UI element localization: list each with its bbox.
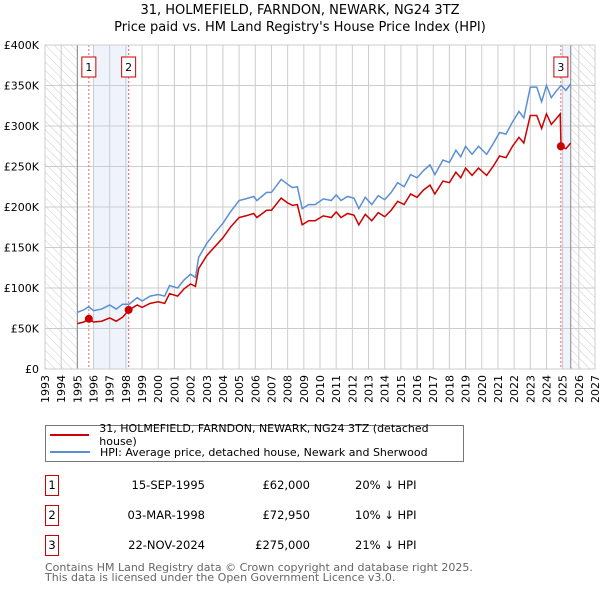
- x-tick-label: 1998: [120, 375, 133, 403]
- sale-marker-badge: 3: [45, 535, 59, 556]
- legend-label-hpi: HPI: Average price, detached house, Newa…: [100, 445, 428, 459]
- x-tick-label: 2009: [298, 375, 311, 403]
- y-tick-label: £50K: [11, 323, 40, 336]
- sale-date: 15-SEP-1995: [131, 478, 205, 492]
- sale-point: [556, 142, 565, 151]
- plot-area: 1993 1994 1995 1996 1997 1998 1999 2000 2001 2002…: [4, 39, 600, 403]
- sale-marker-badge: 2: [45, 505, 59, 526]
- x-tick-label: 2019: [460, 375, 473, 403]
- x-tick-label: 1997: [104, 375, 117, 403]
- plot-border: [44, 44, 596, 370]
- x-tick-label: 1996: [88, 375, 101, 403]
- x-tick-label: 1995: [71, 375, 84, 403]
- x-tick-label: 2012: [346, 375, 359, 403]
- x-tick-label: 2006: [249, 375, 262, 403]
- x-tick-label: 2026: [573, 375, 586, 403]
- legend: 31, HOLMEFIELD, FARNDON, NEWARK, NG24 3T…: [45, 422, 464, 462]
- sale-label: 2: [125, 61, 132, 74]
- sale-label-box: [553, 56, 569, 78]
- y-tick-label: £350K: [4, 80, 40, 93]
- y-tick-label: £150K: [4, 242, 40, 255]
- sale-date: 03-MAR-1998: [127, 508, 205, 522]
- chart-subtitle: Price paid vs. HM Land Registry's House …: [114, 20, 486, 35]
- sale-point: [124, 305, 133, 314]
- y-tick-label: £400K: [4, 39, 40, 52]
- sale-label-box: [121, 56, 137, 78]
- x-tick-label: 2014: [379, 375, 392, 403]
- y-tick-label: £100K: [4, 282, 40, 295]
- x-tick-label: 2015: [395, 375, 408, 403]
- sale-label: 3: [557, 61, 564, 74]
- sale-price: £62,000: [262, 478, 310, 492]
- x-tick-label: 2021: [492, 375, 505, 403]
- y-tick-label: £0: [25, 363, 39, 376]
- sale-point: [84, 314, 93, 323]
- sale-hpi-diff: 10% ↓ HPI: [355, 508, 417, 522]
- x-tick-label: 2003: [201, 375, 214, 403]
- sale-label: 1: [85, 61, 92, 74]
- x-tick-label: 2027: [589, 375, 600, 403]
- legend-swatch-property: [50, 434, 90, 436]
- x-tick-label: 2020: [476, 375, 489, 403]
- legend-label-property: 31, HOLMEFIELD, FARNDON, NEWARK, NG24 3T…: [99, 422, 429, 448]
- x-tick-label: 1999: [136, 375, 149, 403]
- sale-price: £72,950: [262, 508, 310, 522]
- y-tick-label: £200K: [4, 201, 40, 214]
- x-tick-label: 2011: [330, 375, 343, 403]
- hpi-line: [77, 83, 572, 314]
- x-tick-label: 2005: [233, 375, 246, 403]
- footer-licence: This data is licensed under the Open Gov…: [45, 571, 396, 584]
- x-tick-label: 2018: [443, 375, 456, 403]
- footer-copyright: Contains HM Land Registry data © Crown c…: [45, 561, 473, 574]
- chart-title: 31, HOLMEFIELD, FARNDON, NEWARK, NG24 3T…: [140, 3, 460, 18]
- x-tick-label: 2025: [557, 375, 570, 403]
- x-tick-label: 1993: [39, 375, 52, 403]
- sale-price: £275,000: [255, 538, 310, 552]
- x-tick-label: 2007: [265, 375, 278, 403]
- x-tick-label: 2010: [314, 375, 327, 403]
- legend-swatch-hpi: [50, 451, 90, 453]
- x-tick-label: 2002: [185, 375, 198, 403]
- sale-hpi-diff: 21% ↓ HPI: [355, 538, 417, 552]
- x-tick-label: 2004: [217, 375, 230, 403]
- x-tick-label: 2017: [427, 375, 440, 403]
- sale-marker-badge: 1: [45, 475, 59, 496]
- y-tick-label: £300K: [4, 120, 40, 133]
- y-tick-label: £250K: [4, 161, 40, 174]
- x-tick-label: 2001: [168, 375, 181, 403]
- x-tick-label: 1994: [55, 375, 68, 403]
- x-tick-label: 2016: [411, 375, 424, 403]
- sale-label-box: [81, 56, 97, 78]
- x-tick-label: 2023: [524, 375, 537, 403]
- x-tick-label: 2000: [152, 375, 165, 403]
- x-tick-label: 2024: [540, 375, 553, 403]
- property-price-line: [77, 111, 572, 325]
- x-tick-label: 2008: [282, 375, 295, 403]
- x-tick-label: 2013: [363, 375, 376, 403]
- sale-hpi-diff: 20% ↓ HPI: [355, 478, 417, 492]
- sale-date: 22-NOV-2024: [128, 538, 205, 552]
- x-tick-label: 2022: [508, 375, 521, 403]
